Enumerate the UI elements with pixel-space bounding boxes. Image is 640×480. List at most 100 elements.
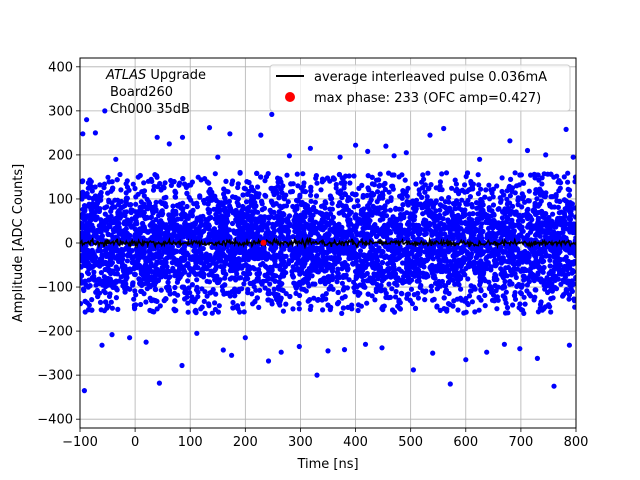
scatter-point xyxy=(357,270,363,276)
scatter-point xyxy=(355,203,361,209)
scatter-point xyxy=(102,205,108,211)
scatter-point xyxy=(462,272,468,278)
scatter-point xyxy=(290,234,296,240)
scatter-point xyxy=(571,296,576,302)
scatter-point xyxy=(507,193,513,199)
scatter-point xyxy=(268,198,274,204)
scatter-point xyxy=(565,179,571,185)
scatter-point xyxy=(346,255,352,262)
scatter-point xyxy=(462,182,468,188)
scatter-point xyxy=(196,271,202,277)
scatter-point xyxy=(116,199,123,205)
scatter-point xyxy=(149,269,155,275)
scatter-point xyxy=(492,260,498,266)
scatter-point xyxy=(380,216,386,222)
scatter-point xyxy=(244,263,250,269)
scatter-point xyxy=(478,208,484,214)
scatter-point xyxy=(530,260,537,266)
scatter-point xyxy=(550,211,556,217)
scatter-point xyxy=(335,266,341,272)
scatter-point xyxy=(452,281,458,287)
scatter-point xyxy=(413,181,419,187)
scatter-point xyxy=(300,188,306,194)
scatter-point xyxy=(425,202,431,208)
scatter-point xyxy=(523,250,529,256)
scatter-point xyxy=(388,255,394,261)
scatter-point xyxy=(191,270,197,276)
scatter-point xyxy=(119,279,126,285)
scatter-point xyxy=(380,192,386,198)
scatter-point xyxy=(490,186,496,192)
scatter-point xyxy=(528,172,534,178)
scatter-point xyxy=(158,287,164,293)
scatter-point xyxy=(422,231,428,238)
scatter-point xyxy=(198,260,204,266)
scatter-point xyxy=(276,286,282,292)
scatter-point xyxy=(318,187,324,193)
scatter-point xyxy=(284,216,291,222)
scatter-point xyxy=(351,204,357,210)
scatter-point xyxy=(100,253,106,259)
scatter-point xyxy=(437,207,443,213)
scatter-point xyxy=(293,212,299,218)
scatter-point xyxy=(451,298,457,304)
scatter-point xyxy=(522,301,528,307)
scatter-point xyxy=(459,207,465,213)
scatter-point xyxy=(209,310,215,316)
scatter-point xyxy=(367,249,373,255)
scatter-point xyxy=(162,180,168,186)
scatter-point xyxy=(509,209,516,215)
scatter-point xyxy=(565,186,571,192)
scatter-point xyxy=(340,247,346,253)
scatter-point xyxy=(428,288,435,294)
scatter-point xyxy=(444,308,450,314)
scatter-point xyxy=(561,292,567,298)
scatter-point xyxy=(557,198,563,205)
scatter-point xyxy=(86,220,92,226)
scatter-point xyxy=(304,272,310,279)
scatter-point xyxy=(372,297,378,303)
scatter-point xyxy=(438,196,445,202)
scatter-point xyxy=(132,288,138,294)
scatter-point xyxy=(453,181,459,187)
scatter-point xyxy=(287,189,294,195)
scatter-point xyxy=(130,282,136,288)
scatter-point xyxy=(281,254,287,260)
scatter-point xyxy=(141,180,147,186)
scatter-point xyxy=(262,178,268,184)
scatter-point xyxy=(307,230,314,237)
scatter-point xyxy=(433,231,439,237)
scatter-point xyxy=(367,192,373,198)
scatter-point xyxy=(396,174,402,180)
scatter-point xyxy=(273,245,279,251)
scatter-point xyxy=(476,182,482,188)
scatter-point xyxy=(407,214,413,221)
scatter-point xyxy=(226,290,232,296)
scatter-point xyxy=(272,257,278,263)
scatter-point xyxy=(379,248,385,254)
scatter-point xyxy=(93,232,99,238)
scatter-point xyxy=(572,174,576,180)
scatter-point xyxy=(176,229,182,235)
scatter-point xyxy=(471,238,478,244)
scatter-point xyxy=(229,220,236,227)
scatter-point xyxy=(118,214,124,220)
scatter-point xyxy=(94,287,100,293)
scatter-point xyxy=(473,226,479,232)
scatter-point xyxy=(382,287,388,293)
scatter-point xyxy=(270,221,276,227)
scatter-point xyxy=(360,194,366,200)
scatter-point xyxy=(199,286,205,292)
scatter-point xyxy=(261,205,268,211)
scatter-point xyxy=(555,248,561,254)
scatter-point xyxy=(141,193,147,199)
scatter-point xyxy=(124,258,130,264)
scatter-point xyxy=(296,235,303,241)
scatter-point xyxy=(154,259,160,265)
scatter-point xyxy=(361,206,367,212)
scatter-point xyxy=(342,191,349,198)
scatter-point xyxy=(469,299,475,305)
scatter-point xyxy=(295,183,301,189)
scatter-point xyxy=(543,211,549,217)
scatter-point xyxy=(201,298,207,304)
